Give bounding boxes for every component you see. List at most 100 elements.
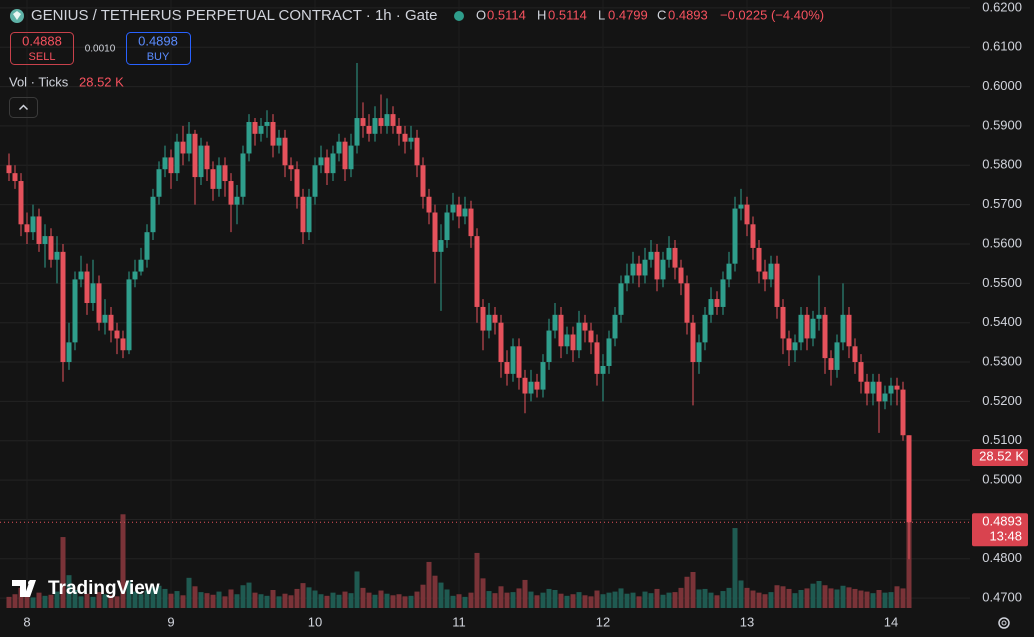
volume-bar (492, 593, 498, 608)
volume-bar (444, 589, 450, 608)
volume-bar (546, 588, 552, 608)
x-tick-label: 13 (740, 614, 754, 629)
watermark: TradingView (48, 578, 160, 599)
candle-body (150, 196, 156, 233)
candle-body (396, 125, 402, 134)
candle-body (636, 263, 642, 276)
volume-bar (834, 589, 840, 608)
candle-body (672, 247, 678, 268)
candle-body (450, 204, 456, 213)
candle-body (222, 165, 228, 182)
y-tick-label: 0.4700 (982, 590, 1022, 605)
volume-bar (204, 593, 210, 608)
volume-bar (420, 584, 426, 608)
volume-bar (312, 590, 318, 608)
volume-bar (810, 583, 816, 608)
candle-body (282, 137, 288, 166)
volume-bar (690, 571, 696, 608)
candle-body (546, 330, 552, 363)
volume-bar (108, 595, 114, 608)
volume-bar (126, 580, 132, 608)
volume-tag (972, 449, 1028, 466)
candle-body (870, 381, 876, 394)
y-tick-label: 0.6100 (982, 39, 1022, 54)
candle-body (498, 322, 504, 363)
candle-body (582, 322, 588, 331)
candle-body (642, 259, 648, 276)
candle-body (774, 263, 780, 307)
candle-body (792, 342, 798, 351)
y-tick-label: 0.4800 (982, 550, 1022, 565)
candle-body (192, 133, 198, 178)
candle-body (744, 204, 750, 225)
candle-body (6, 165, 12, 174)
candle-body (198, 145, 204, 178)
volume-bar (222, 596, 228, 608)
candle-body (36, 216, 42, 244)
collapse-button[interactable] (9, 97, 38, 118)
volume-bar (276, 596, 282, 608)
volume-bar (528, 591, 534, 608)
volume-bar (708, 592, 714, 608)
volume-bar (786, 588, 792, 608)
candle-body (204, 145, 210, 170)
grid (0, 7, 970, 599)
volume-bar (240, 585, 246, 608)
legend-high-value: 0.5114 (548, 7, 587, 22)
candle-body (114, 330, 120, 339)
candle-body (420, 165, 426, 197)
volume-bar (858, 590, 864, 608)
candle-body (906, 435, 912, 523)
settings-icon[interactable] (998, 617, 1010, 629)
sell-price: 0.4888 (22, 33, 62, 48)
buy-button[interactable] (126, 32, 191, 65)
legend-open-label: O (476, 7, 486, 22)
volume-bar (798, 589, 804, 608)
candle-body (132, 271, 138, 280)
candle-body (174, 141, 180, 174)
volume-bar (132, 591, 138, 608)
volume-bar (768, 592, 774, 608)
candle-body (894, 385, 900, 390)
candle-body (360, 118, 366, 126)
candle-body (900, 389, 906, 436)
candle-body (492, 314, 498, 323)
volume-bar (780, 586, 786, 608)
candle-body (474, 236, 480, 307)
volume-bar (66, 575, 72, 608)
volume-bar (228, 589, 234, 608)
candle-body (252, 121, 258, 134)
volume-bar (804, 588, 810, 608)
volume-bar (576, 592, 582, 608)
volume-bar (150, 587, 156, 608)
candle-body (648, 251, 654, 260)
candle-body (702, 314, 708, 343)
candle-body (330, 153, 336, 174)
volume-bar (438, 582, 444, 608)
volume-bar (174, 591, 180, 608)
candle-body (156, 169, 162, 197)
volume-bar (252, 592, 258, 608)
volume-bar (264, 595, 270, 608)
candle-body (12, 173, 18, 182)
candle-body (180, 141, 186, 154)
x-tick-label: 9 (167, 614, 174, 629)
volume-bar (24, 595, 30, 608)
candle-body (402, 133, 408, 142)
sell-button[interactable] (10, 32, 74, 65)
volume-bar (882, 592, 888, 608)
candle-body (246, 121, 252, 154)
volume-bar (96, 592, 102, 608)
y-tick-label: 0.5400 (982, 314, 1022, 329)
candle-body (534, 381, 540, 390)
volume-bar (534, 595, 540, 608)
candle-body (660, 259, 666, 280)
volume-bar (300, 583, 306, 608)
volume-bar (594, 590, 600, 608)
volume-bar (192, 586, 198, 608)
candle-body (828, 358, 834, 370)
volume-bar (198, 592, 204, 608)
y-tick-label: 0.5800 (982, 157, 1022, 172)
candle-body (720, 279, 726, 307)
